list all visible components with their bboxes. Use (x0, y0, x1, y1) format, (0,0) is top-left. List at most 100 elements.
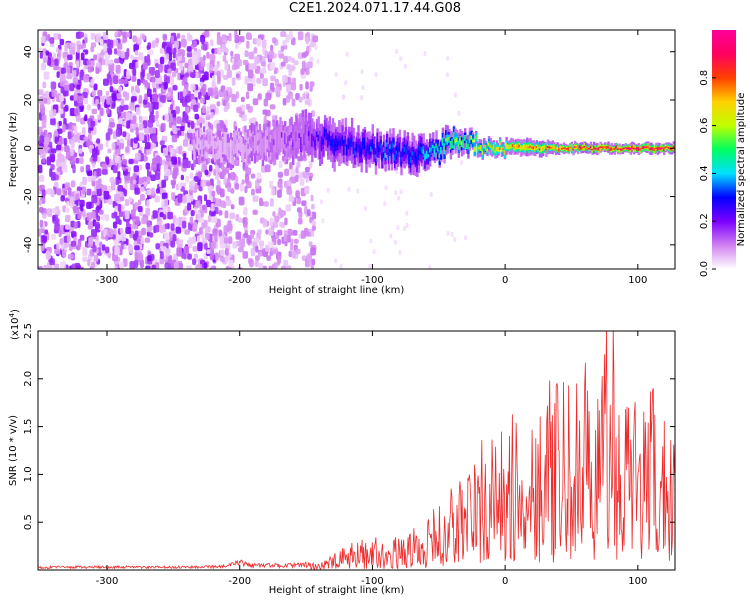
noise-cell (60, 67, 65, 74)
noise-cell (202, 55, 206, 61)
noise-cell (286, 84, 291, 93)
noise-cell (260, 72, 264, 79)
noise-cell (237, 217, 243, 223)
noise-cell (311, 258, 316, 266)
ridge-cell (198, 144, 201, 148)
ridge-cell (284, 133, 287, 145)
ridge-cell (247, 143, 250, 149)
noise-cell (170, 62, 176, 71)
noise-cell (297, 217, 303, 225)
noise-cell (277, 171, 283, 178)
noise-cell (305, 36, 309, 45)
noise-cell (53, 263, 60, 269)
ridge-cell (408, 154, 411, 160)
colorbar: 0.0 0.2 0.4 0.6 0.8 Normalized spectral ampli… (699, 30, 747, 277)
noise-cell (183, 139, 189, 147)
ridge-cell (626, 147, 629, 150)
noise-cell (132, 173, 137, 179)
ridge-cell (486, 149, 489, 152)
noise-cell (202, 105, 206, 114)
ridge-cell (451, 141, 454, 146)
noise-cell (139, 115, 143, 124)
noise-cell (79, 31, 84, 38)
noise-cell (56, 144, 62, 151)
noise-cell (86, 170, 93, 176)
noise-cell (226, 177, 231, 186)
noise-cell (291, 98, 296, 107)
noise-cell (197, 171, 203, 178)
ridge-cell (605, 146, 609, 149)
noise-cell (148, 127, 153, 134)
noise-cell (69, 95, 75, 101)
noise-cell (144, 237, 151, 243)
noise-cell (171, 124, 176, 132)
noise-cell (311, 110, 315, 118)
noise-cell (277, 180, 283, 188)
noise-cell (182, 159, 189, 169)
ridge-cell (234, 139, 238, 145)
noise-cell (184, 62, 189, 69)
noise-cell (257, 93, 262, 100)
noise-cell (164, 232, 170, 240)
noise-cell (252, 209, 258, 215)
noise-cell (113, 239, 119, 247)
noise-cell (134, 245, 140, 251)
noise-cell (307, 209, 311, 217)
ridge-cell (438, 153, 441, 158)
noise-cell (147, 119, 153, 128)
noise-cell (295, 190, 300, 199)
noise-cell (219, 256, 224, 262)
noise-cell (134, 251, 138, 260)
noise-cell (67, 131, 72, 140)
snr-series-line (38, 331, 675, 570)
noise-cell (135, 152, 141, 161)
ridge-cell (526, 145, 529, 149)
ridge-cell (640, 147, 644, 149)
snr-plot: -300 -200 -100 0 100 0.5 1.0 1.5 2.0 2.5 Height of… (8, 309, 676, 596)
noise-cell (123, 189, 127, 197)
ridge-cell (497, 148, 500, 151)
noise-cell (83, 74, 90, 83)
noise-cell (97, 103, 101, 110)
noise-cell (298, 211, 303, 218)
noise-cell (114, 48, 118, 55)
noise-cell (114, 205, 119, 212)
ridge-cell (424, 154, 427, 160)
noise-cell (58, 120, 62, 126)
ridge-cell (401, 149, 405, 156)
noise-cell (71, 196, 75, 206)
noise-cell (339, 263, 343, 269)
noise-cell (51, 89, 58, 98)
noise-cell (171, 192, 176, 201)
noise-cell (87, 259, 91, 267)
ridge-cell (287, 136, 290, 147)
ridge-cell (562, 147, 566, 149)
noise-cell (290, 238, 294, 245)
noise-cell (396, 225, 400, 231)
noise-cell (140, 194, 145, 201)
noise-cell (215, 174, 220, 181)
noise-cell (78, 95, 84, 101)
ridge-cell (567, 148, 570, 150)
noise-cell (107, 48, 113, 55)
noise-cell (56, 188, 62, 196)
noise-cell (90, 120, 96, 127)
ridge-cell (666, 146, 669, 148)
ridge-cell (435, 143, 438, 149)
noise-cell (38, 175, 45, 182)
noise-cell (243, 206, 248, 216)
ridge-cell (196, 130, 199, 150)
ridge-cell (613, 148, 617, 150)
ridge-cell (258, 139, 261, 144)
noise-cell (59, 238, 64, 245)
noise-cell (258, 240, 265, 247)
noise-cell (132, 179, 137, 185)
noise-cell (199, 77, 205, 83)
noise-cell (171, 134, 178, 143)
ridge-cell (589, 146, 593, 149)
noise-cell (174, 261, 179, 269)
ridge-cell (241, 137, 244, 161)
noise-cell (209, 165, 213, 172)
noise-cell (56, 242, 60, 250)
noise-cell (248, 69, 254, 79)
